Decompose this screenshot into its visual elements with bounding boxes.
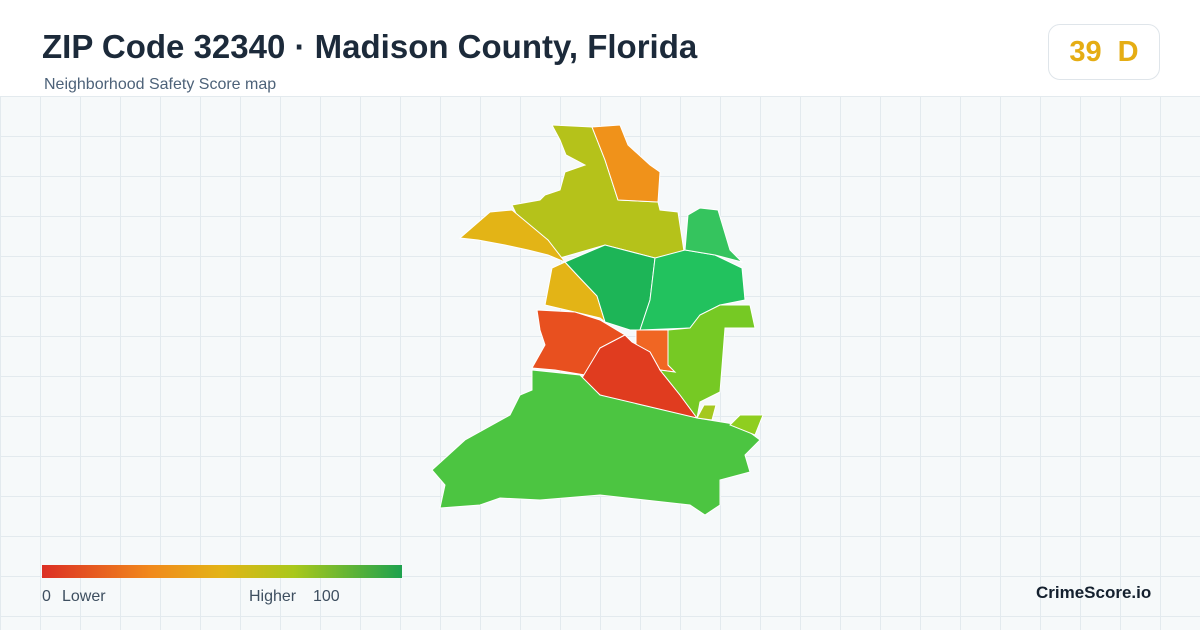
legend-max: 100 <box>313 588 340 605</box>
title: ZIP Code 32340 · Madison County, Florida <box>42 28 698 65</box>
legend-max-label: Higher <box>249 588 297 605</box>
brand: CrimeScore.io <box>1036 583 1152 602</box>
area <box>684 207 744 263</box>
area <box>564 244 656 331</box>
subtitle: Neighborhood Safety Score map <box>44 76 277 93</box>
grade: D <box>1117 35 1139 68</box>
score: 39 <box>1069 35 1102 68</box>
area <box>696 404 717 421</box>
area <box>658 304 756 420</box>
header: ZIP Code 32340 · Madison County, Florida… <box>0 0 1200 96</box>
area <box>591 124 661 203</box>
legend-min: 0 <box>42 588 51 605</box>
legend-min-label: Lower <box>62 588 106 605</box>
legend-gradient <box>42 565 402 578</box>
area <box>729 414 764 436</box>
score-badge: 39 D <box>1048 24 1160 80</box>
